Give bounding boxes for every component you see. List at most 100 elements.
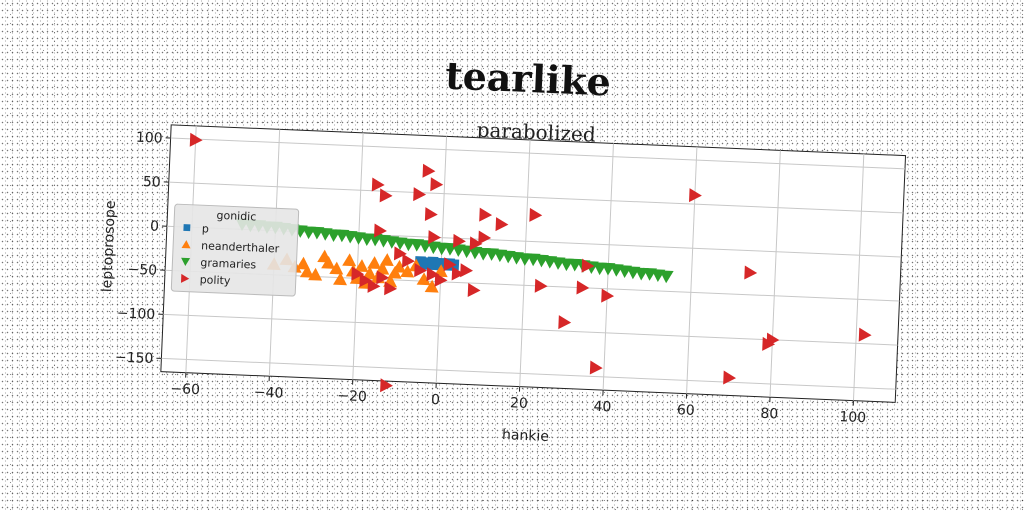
point-neanderthaler — [416, 272, 431, 286]
x-grid-line — [769, 150, 781, 398]
legend-item-gramaries: gramaries — [181, 256, 257, 272]
x-tick-label: −40 — [254, 385, 284, 402]
y-grid-line — [170, 137, 906, 170]
x-grid-line — [686, 146, 698, 394]
x-tick-label: −60 — [170, 381, 200, 398]
point-neanderthaler — [362, 266, 377, 280]
x-tick-label: 20 — [510, 395, 528, 412]
point-polity — [359, 273, 373, 288]
point-neanderthaler — [424, 279, 439, 293]
legend-item-p: p — [183, 222, 210, 236]
point-neanderthaler — [321, 255, 336, 269]
legend-item-polity: polity — [180, 273, 231, 287]
point-polity — [424, 207, 438, 222]
legend-marker-gramaries — [181, 257, 191, 267]
series-polity — [189, 132, 872, 393]
point-polity — [762, 336, 776, 351]
x-axis-label: hankie — [502, 427, 550, 445]
point-polity — [374, 223, 387, 238]
legend-label: polity — [199, 273, 231, 287]
point-polity — [413, 187, 427, 202]
point-polity — [393, 246, 407, 261]
point-polity — [601, 288, 615, 303]
point-p — [427, 259, 439, 271]
point-p — [419, 258, 430, 270]
x-tick-label: 40 — [593, 399, 611, 416]
y-tick-label: 50 — [143, 174, 161, 191]
x-tick-label: −20 — [337, 388, 367, 405]
axis-ticks: −60 −40 −20 0 20 40 60 80 100 100 50 0 −50 −100 −150 — [115, 130, 867, 427]
x-grid-line — [852, 153, 865, 401]
y-axis-label: leptoprosope — [99, 200, 119, 292]
point-polity — [534, 278, 548, 293]
point-neanderthaler — [392, 259, 407, 273]
x-grid-line — [352, 132, 364, 380]
point-neanderthaler — [342, 253, 357, 267]
point-polity — [479, 207, 493, 222]
point-polity — [529, 207, 543, 222]
point-neanderthaler — [354, 259, 369, 273]
point-polity — [478, 230, 492, 245]
point-polity — [384, 281, 398, 296]
point-polity — [723, 370, 737, 385]
point-polity — [744, 265, 758, 280]
point-polity — [379, 188, 393, 203]
legend-label: gramaries — [200, 256, 257, 271]
point-neanderthaler — [400, 264, 415, 278]
y-tick-label: −100 — [116, 305, 155, 323]
chart-title: tearlike — [444, 53, 611, 105]
y-tick-label: 0 — [150, 218, 160, 234]
legend-label: neanderthaler — [201, 239, 280, 255]
legend-label: p — [202, 222, 210, 235]
point-polity — [428, 230, 441, 245]
point-polity — [576, 280, 590, 295]
point-polity — [581, 258, 595, 273]
point-polity — [376, 270, 390, 285]
plot-group: parabolized −60 −40 −20 0 20 40 60 80 100100500−… — [99, 118, 907, 445]
point-neanderthaler — [379, 253, 394, 267]
point-polity — [451, 266, 465, 281]
point-polity — [351, 266, 365, 281]
point-polity — [469, 236, 483, 251]
point-polity — [380, 378, 393, 393]
y-tick-label: −150 — [115, 349, 154, 367]
point-polity — [467, 283, 481, 298]
y-grid-line — [161, 357, 896, 390]
legend-item-neanderthaler: neanderthaler — [181, 239, 280, 255]
point-polity — [189, 132, 203, 147]
point-polity — [558, 315, 572, 330]
y-grid-line — [168, 181, 904, 214]
legend-marker-p — [183, 224, 191, 232]
y-tick-label: −50 — [127, 262, 157, 279]
point-polity — [453, 233, 466, 248]
point-polity — [371, 177, 385, 192]
point-polity — [430, 177, 444, 192]
point-polity — [443, 257, 457, 272]
legend-box — [170, 203, 300, 297]
point-polity — [688, 188, 702, 203]
legend-marker-neanderthaler — [181, 240, 191, 249]
point-polity — [367, 278, 381, 293]
point-neanderthaler — [375, 261, 390, 275]
point-polity — [414, 263, 428, 278]
x-tick-label: 80 — [760, 406, 778, 423]
point-polity — [495, 217, 509, 232]
point-polity — [858, 327, 872, 342]
point-neanderthaler — [333, 272, 348, 286]
x-tick-label: 60 — [677, 402, 695, 419]
legend-marker-polity — [180, 273, 190, 283]
point-polity — [426, 267, 440, 282]
point-neanderthaler — [299, 264, 314, 278]
point-neanderthaler — [387, 265, 402, 279]
point-polity — [434, 272, 448, 287]
point-neanderthaler — [329, 261, 344, 275]
y-tick-label: 100 — [136, 130, 163, 147]
point-neanderthaler — [367, 256, 382, 270]
point-polity — [422, 163, 436, 178]
legend-title: gonidic — [216, 209, 256, 224]
point-polity — [460, 263, 474, 278]
point-polity — [589, 360, 603, 375]
